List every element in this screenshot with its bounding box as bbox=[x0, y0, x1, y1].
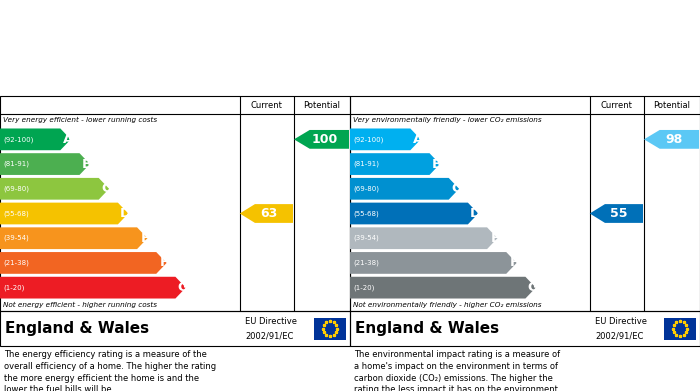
Text: The environmental impact rating is a measure of
a home's impact on the environme: The environmental impact rating is a mea… bbox=[354, 350, 561, 391]
Text: 63: 63 bbox=[260, 207, 278, 220]
Text: (92-100): (92-100) bbox=[3, 136, 34, 143]
Text: (55-68): (55-68) bbox=[3, 210, 29, 217]
Polygon shape bbox=[350, 227, 498, 249]
Polygon shape bbox=[0, 277, 186, 298]
Text: (81-91): (81-91) bbox=[3, 161, 29, 167]
Text: Potential: Potential bbox=[304, 100, 340, 109]
Text: (69-80): (69-80) bbox=[3, 186, 29, 192]
Polygon shape bbox=[350, 178, 459, 200]
Text: England & Wales: England & Wales bbox=[355, 321, 499, 336]
Text: Environmental Impact (CO₂) Rating: Environmental Impact (CO₂) Rating bbox=[355, 77, 587, 90]
Text: 55: 55 bbox=[610, 207, 628, 220]
Text: Energy Efficiency Rating: Energy Efficiency Rating bbox=[6, 77, 168, 90]
Text: Not environmentally friendly - higher CO₂ emissions: Not environmentally friendly - higher CO… bbox=[353, 302, 542, 308]
Text: C: C bbox=[102, 182, 111, 195]
Text: 98: 98 bbox=[666, 133, 683, 146]
Polygon shape bbox=[350, 129, 421, 150]
Polygon shape bbox=[0, 227, 148, 249]
Text: (1-20): (1-20) bbox=[3, 284, 25, 291]
Text: (21-38): (21-38) bbox=[3, 260, 29, 266]
Text: (81-91): (81-91) bbox=[353, 161, 379, 167]
Text: C: C bbox=[452, 182, 461, 195]
Text: 100: 100 bbox=[312, 133, 337, 146]
Text: EU Directive: EU Directive bbox=[245, 317, 297, 326]
Text: B: B bbox=[432, 158, 442, 170]
Text: G: G bbox=[528, 281, 538, 294]
Text: Potential: Potential bbox=[654, 100, 690, 109]
Text: Very energy efficient - lower running costs: Very energy efficient - lower running co… bbox=[3, 117, 157, 123]
Polygon shape bbox=[350, 277, 536, 298]
Text: (39-54): (39-54) bbox=[353, 235, 379, 242]
Text: (39-54): (39-54) bbox=[3, 235, 29, 242]
Text: B: B bbox=[82, 158, 92, 170]
Polygon shape bbox=[0, 129, 71, 150]
Polygon shape bbox=[294, 130, 349, 149]
Polygon shape bbox=[0, 178, 109, 200]
Text: A: A bbox=[413, 133, 424, 146]
Polygon shape bbox=[350, 252, 517, 274]
Text: F: F bbox=[510, 256, 519, 269]
Text: D: D bbox=[120, 207, 131, 220]
Polygon shape bbox=[239, 204, 293, 223]
Text: A: A bbox=[63, 133, 74, 146]
Text: EU Directive: EU Directive bbox=[595, 317, 647, 326]
Text: Current: Current bbox=[251, 100, 283, 109]
Text: E: E bbox=[140, 232, 149, 245]
Polygon shape bbox=[589, 204, 643, 223]
Text: (69-80): (69-80) bbox=[353, 186, 379, 192]
Text: 2002/91/EC: 2002/91/EC bbox=[595, 332, 643, 341]
Text: (92-100): (92-100) bbox=[353, 136, 384, 143]
Text: Current: Current bbox=[601, 100, 633, 109]
Bar bbox=[664, 317, 696, 339]
Text: G: G bbox=[178, 281, 188, 294]
Polygon shape bbox=[350, 203, 478, 224]
Polygon shape bbox=[350, 153, 440, 175]
Polygon shape bbox=[0, 153, 90, 175]
Text: (55-68): (55-68) bbox=[353, 210, 379, 217]
Polygon shape bbox=[644, 130, 699, 149]
Polygon shape bbox=[0, 252, 167, 274]
Text: 2002/91/EC: 2002/91/EC bbox=[245, 332, 293, 341]
Bar bbox=[314, 317, 346, 339]
Text: The energy efficiency rating is a measure of the
overall efficiency of a home. T: The energy efficiency rating is a measur… bbox=[4, 350, 216, 391]
Text: England & Wales: England & Wales bbox=[5, 321, 149, 336]
Text: Not energy efficient - higher running costs: Not energy efficient - higher running co… bbox=[3, 302, 157, 308]
Text: F: F bbox=[160, 256, 169, 269]
Text: E: E bbox=[490, 232, 499, 245]
Polygon shape bbox=[0, 203, 128, 224]
Text: (1-20): (1-20) bbox=[353, 284, 375, 291]
Text: Very environmentally friendly - lower CO₂ emissions: Very environmentally friendly - lower CO… bbox=[353, 117, 542, 123]
Text: D: D bbox=[470, 207, 481, 220]
Text: (21-38): (21-38) bbox=[353, 260, 379, 266]
